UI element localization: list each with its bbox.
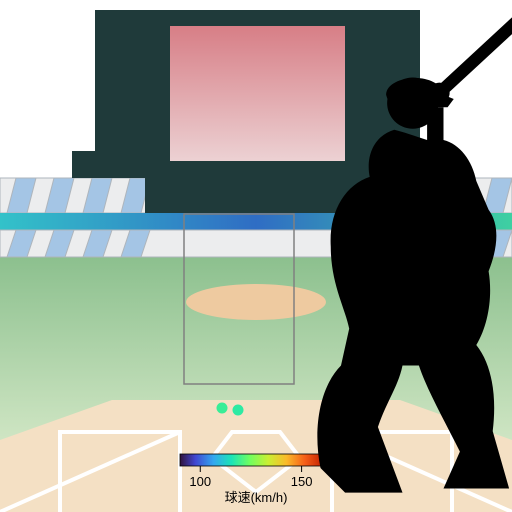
- colorbar: [180, 454, 332, 466]
- pitchers-mound: [186, 284, 326, 320]
- pitch-marker: [217, 403, 228, 414]
- scoreboard-wing: [72, 151, 95, 178]
- scoreboard-podium: [145, 178, 370, 213]
- colorbar-tick-label: 150: [291, 474, 313, 489]
- pitch-marker: [233, 405, 244, 416]
- scoreboard-screen: [170, 26, 345, 161]
- colorbar-tick-label: 100: [189, 474, 211, 489]
- colorbar-title: 球速(km/h): [225, 490, 288, 505]
